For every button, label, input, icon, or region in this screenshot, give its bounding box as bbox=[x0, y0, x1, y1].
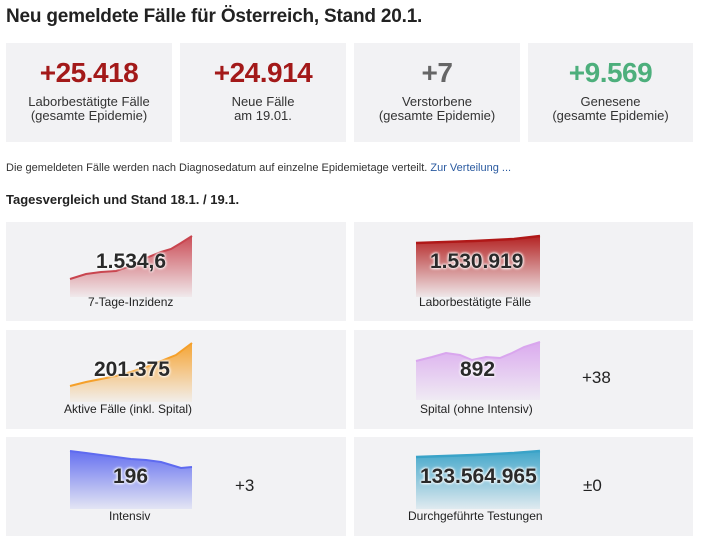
card-delta: ±0 bbox=[583, 476, 602, 495]
stat-label-line1: Genesene bbox=[580, 94, 641, 109]
card-icu: 196 Intensiv +3 bbox=[6, 437, 346, 536]
sparkline-lab-cases-icon bbox=[415, 234, 541, 297]
stat-label: Genesene (gesamte Epidemie) bbox=[528, 95, 693, 123]
stat-label-line1: Verstorbene bbox=[401, 94, 473, 109]
stat-label-line2: am 19.01. bbox=[234, 108, 292, 123]
stat-recovered: +9.569 Genesene (gesamte Epidemie) bbox=[528, 43, 693, 142]
card-incidence: 1.534,6 7-Tage-Inzidenz bbox=[6, 222, 346, 321]
card-lab-cases: 1.530.919 Laborbestätigte Fälle bbox=[354, 222, 693, 321]
stat-label-line2: (gesamte Epidemie) bbox=[552, 108, 669, 123]
sparkline-icu-icon bbox=[69, 450, 193, 509]
card-value: 201.375 bbox=[94, 358, 170, 381]
card-delta: +38 bbox=[582, 368, 611, 387]
stat-label: Neue Fälle am 19.01. bbox=[180, 95, 346, 123]
card-label: Durchgeführte Testungen bbox=[408, 509, 543, 523]
card-value: 196 bbox=[113, 465, 149, 488]
stat-lab-confirmed: +25.418 Laborbestätigte Fälle (gesamte E… bbox=[6, 43, 172, 142]
stat-label-line2: (gesamte Epidemie) bbox=[378, 108, 496, 123]
stat-label: Laborbestätigte Fälle (gesamte Epidemie) bbox=[6, 95, 172, 123]
sparkline-hospital-icon bbox=[415, 341, 541, 400]
card-delta: +3 bbox=[235, 476, 255, 495]
card-label: 7-Tage-Inzidenz bbox=[88, 295, 174, 309]
stat-value: +9.569 bbox=[568, 57, 653, 88]
sparkline-active-icon bbox=[69, 342, 193, 402]
sparkline-tests-icon bbox=[415, 449, 541, 509]
card-label: Intensiv bbox=[109, 509, 151, 523]
card-label: Aktive Fälle (inkl. Spital) bbox=[64, 402, 193, 416]
card-label: Laborbestätigte Fälle bbox=[419, 295, 532, 309]
stat-deaths: +7 Verstorbene (gesamte Epidemie) bbox=[354, 43, 520, 142]
section-subtitle: Tagesvergleich und Stand 18.1. / 19.1. bbox=[6, 192, 240, 207]
card-tests: 133.564.965 Durchgeführte Testungen ±0 bbox=[354, 437, 693, 536]
stat-new-cases: +24.914 Neue Fälle am 19.01. bbox=[180, 43, 346, 142]
stat-value: +24.914 bbox=[213, 57, 313, 88]
stat-label-line2: (gesamte Epidemie) bbox=[30, 108, 148, 123]
card-value: 892 bbox=[460, 358, 496, 381]
stat-value: +7 bbox=[421, 57, 453, 88]
card-value: 133.564.965 bbox=[420, 465, 537, 488]
distribution-note: Die gemeldeten Fälle werden nach Diagnos… bbox=[6, 162, 511, 174]
card-value: 1.530.919 bbox=[430, 250, 524, 273]
card-active: 201.375 Aktive Fälle (inkl. Spital) bbox=[6, 330, 346, 429]
stat-label-line1: Neue Fälle bbox=[231, 94, 295, 109]
page-title: Neu gemeldete Fälle für Österreich, Stan… bbox=[6, 6, 423, 27]
stat-value: +25.418 bbox=[39, 57, 139, 88]
sparkline-incidence-icon bbox=[69, 235, 193, 297]
card-value: 1.534,6 bbox=[96, 250, 167, 273]
card-label: Spital (ohne Intensiv) bbox=[420, 402, 533, 416]
stat-label: Verstorbene (gesamte Epidemie) bbox=[354, 95, 520, 123]
stat-label-line1: Laborbestätigte Fälle bbox=[28, 94, 150, 109]
note-text: Die gemeldeten Fälle werden nach Diagnos… bbox=[6, 162, 431, 174]
card-hospital: 892 Spital (ohne Intensiv) +38 bbox=[354, 330, 693, 429]
distribution-link[interactable]: Zur Verteilung ... bbox=[430, 162, 512, 174]
